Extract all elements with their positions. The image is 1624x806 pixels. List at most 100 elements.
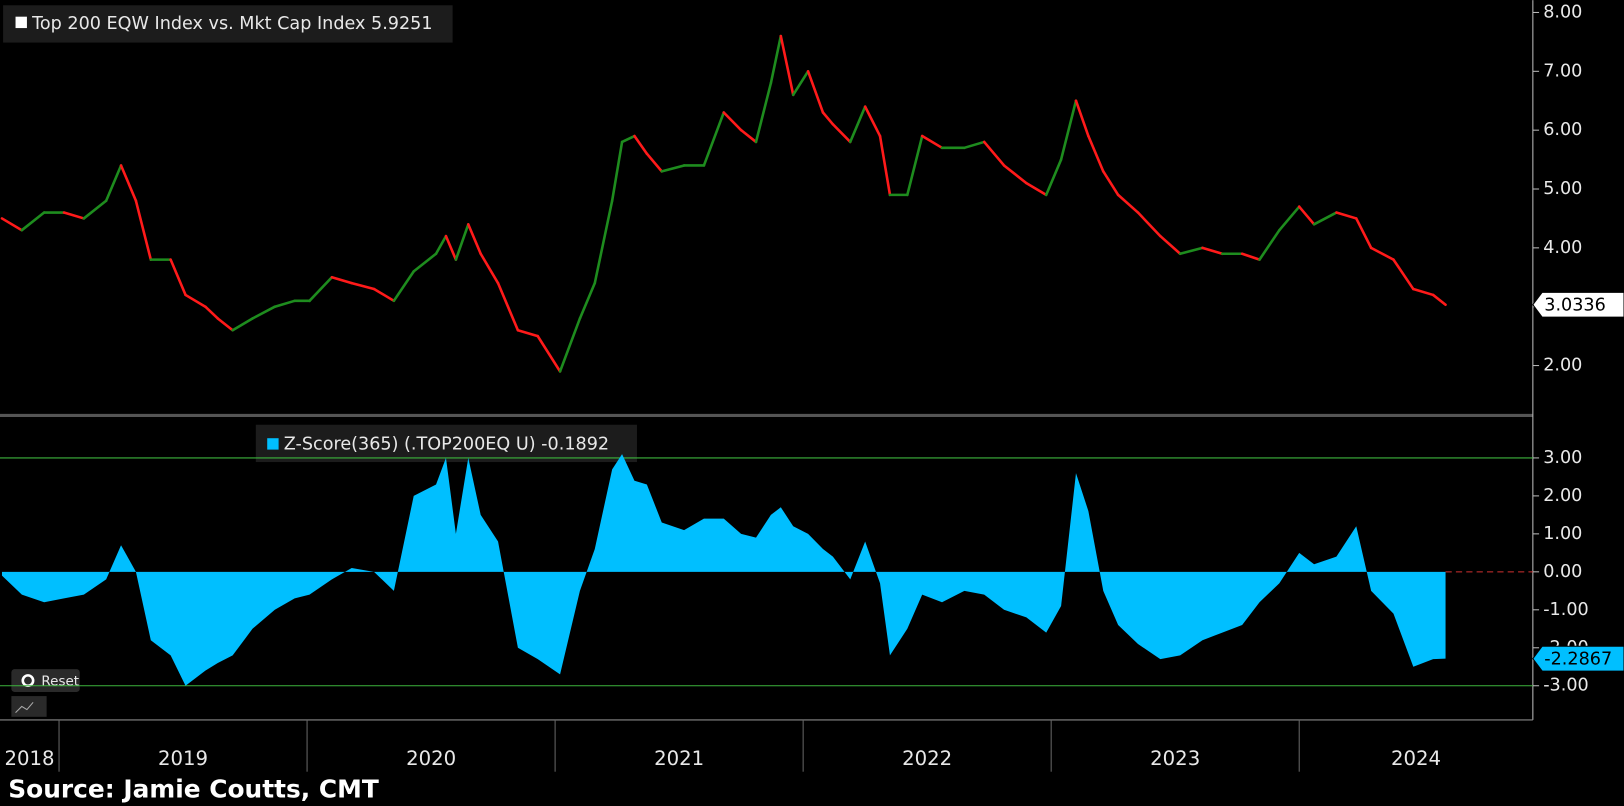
line-segment bbox=[558, 317, 582, 373]
line-segment bbox=[372, 287, 396, 303]
line-segment bbox=[1431, 293, 1447, 307]
line-segment bbox=[779, 34, 795, 97]
line-segment bbox=[920, 134, 944, 150]
line-segment bbox=[62, 211, 86, 220]
reset-button[interactable]: Reset bbox=[11, 669, 80, 692]
area bbox=[1, 454, 1446, 686]
y-tick-label: 3.00 bbox=[1543, 448, 1582, 468]
line-segment bbox=[982, 140, 1006, 167]
legend-swatch bbox=[15, 16, 27, 29]
line-segment bbox=[119, 164, 138, 203]
reset-label[interactable]: Reset bbox=[41, 675, 79, 690]
line-segment bbox=[536, 334, 562, 373]
line-segment bbox=[660, 164, 686, 173]
line-segment bbox=[204, 305, 220, 320]
line-segment bbox=[330, 275, 354, 285]
line-segment bbox=[231, 317, 254, 332]
y-tick-label: 4.00 bbox=[1543, 238, 1582, 258]
last-value-tag bbox=[1532, 291, 1624, 318]
line-segment bbox=[1240, 252, 1261, 261]
line-segment bbox=[863, 105, 882, 138]
line-segment bbox=[104, 164, 123, 203]
line-segment bbox=[1087, 134, 1105, 173]
chart-type-icon bbox=[15, 701, 34, 714]
line-segment bbox=[392, 270, 416, 303]
line-segment bbox=[308, 275, 334, 303]
line-segment bbox=[593, 199, 614, 285]
line-segment bbox=[831, 122, 852, 144]
line-segment bbox=[169, 258, 187, 297]
line-segment bbox=[806, 70, 825, 114]
line-segment bbox=[479, 252, 500, 285]
line-segment bbox=[1412, 287, 1435, 297]
line-segment bbox=[273, 299, 296, 308]
line-segment bbox=[134, 199, 153, 261]
line-segment bbox=[1312, 211, 1338, 226]
line-segment bbox=[578, 281, 597, 320]
line-segment bbox=[1025, 181, 1048, 197]
line-segment bbox=[1178, 246, 1204, 256]
line-segment bbox=[350, 281, 376, 291]
line-segment bbox=[963, 140, 986, 150]
last-value-tag bbox=[1532, 645, 1624, 672]
line-segment bbox=[1074, 99, 1090, 138]
line-segment bbox=[1354, 217, 1373, 250]
y-tick-label: 2.00 bbox=[1543, 356, 1582, 376]
line-segment bbox=[82, 199, 108, 220]
line-segment bbox=[633, 134, 649, 155]
line-segment bbox=[702, 111, 726, 167]
line-segment bbox=[848, 105, 867, 144]
legend-swatch bbox=[267, 438, 279, 450]
line-segment bbox=[645, 152, 664, 173]
line-segment bbox=[1335, 211, 1358, 220]
y-tick-label: -1.00 bbox=[1543, 600, 1589, 620]
line-segment bbox=[0, 217, 24, 232]
line-segment bbox=[878, 134, 892, 197]
line-segment bbox=[722, 111, 743, 132]
y-tick-label: 8.00 bbox=[1543, 2, 1582, 22]
y-tick-label: 1.00 bbox=[1543, 524, 1582, 544]
source-note: Source: Jamie Coutts, CMT bbox=[8, 774, 379, 803]
last-value-label: 3.0336 bbox=[1544, 296, 1606, 316]
line-segment bbox=[216, 317, 234, 332]
line-segment bbox=[184, 293, 207, 308]
y-tick-label: 2.00 bbox=[1543, 486, 1582, 506]
x-tick-label: 2018 bbox=[5, 747, 55, 770]
line-segment bbox=[1136, 211, 1162, 238]
line-segment bbox=[516, 328, 540, 338]
y-tick-label: 7.00 bbox=[1543, 61, 1582, 81]
line-segment bbox=[444, 234, 458, 261]
line-segment bbox=[610, 140, 624, 203]
x-tick-label: 2021 bbox=[654, 747, 704, 770]
x-tick-label: 2019 bbox=[158, 747, 208, 770]
line-segment bbox=[466, 223, 482, 256]
line-segment bbox=[1044, 158, 1063, 197]
line-segment bbox=[454, 223, 470, 261]
line-segment bbox=[1258, 228, 1281, 261]
line-segment bbox=[1116, 193, 1140, 214]
line-segment bbox=[496, 281, 520, 332]
y-tick-label: 0.00 bbox=[1543, 562, 1582, 582]
legend-box bbox=[255, 424, 637, 463]
line-segment bbox=[251, 305, 277, 320]
line-segment bbox=[769, 34, 783, 85]
line-segment bbox=[1159, 234, 1182, 256]
line-segment bbox=[1297, 205, 1316, 226]
y-tick-label: 6.00 bbox=[1543, 120, 1582, 140]
last-value-label: -2.2867 bbox=[1544, 650, 1612, 670]
line-segment bbox=[754, 81, 773, 144]
line-segment bbox=[434, 234, 448, 256]
line-segment bbox=[1101, 170, 1120, 197]
x-tick-label: 2024 bbox=[1391, 747, 1441, 770]
line-segment bbox=[1059, 99, 1078, 161]
legend-label: Top 200 EQW Index vs. Mkt Cap Index 5.92… bbox=[31, 14, 432, 34]
line-segment bbox=[906, 134, 924, 197]
line-segment bbox=[1369, 246, 1395, 261]
x-tick-label: 2023 bbox=[1150, 747, 1200, 770]
y-tick-label: 5.00 bbox=[1543, 179, 1582, 199]
line-segment bbox=[739, 128, 758, 144]
legend-label: Z-Score(365) (.TOP200EQ U) -0.1892 bbox=[284, 434, 609, 454]
